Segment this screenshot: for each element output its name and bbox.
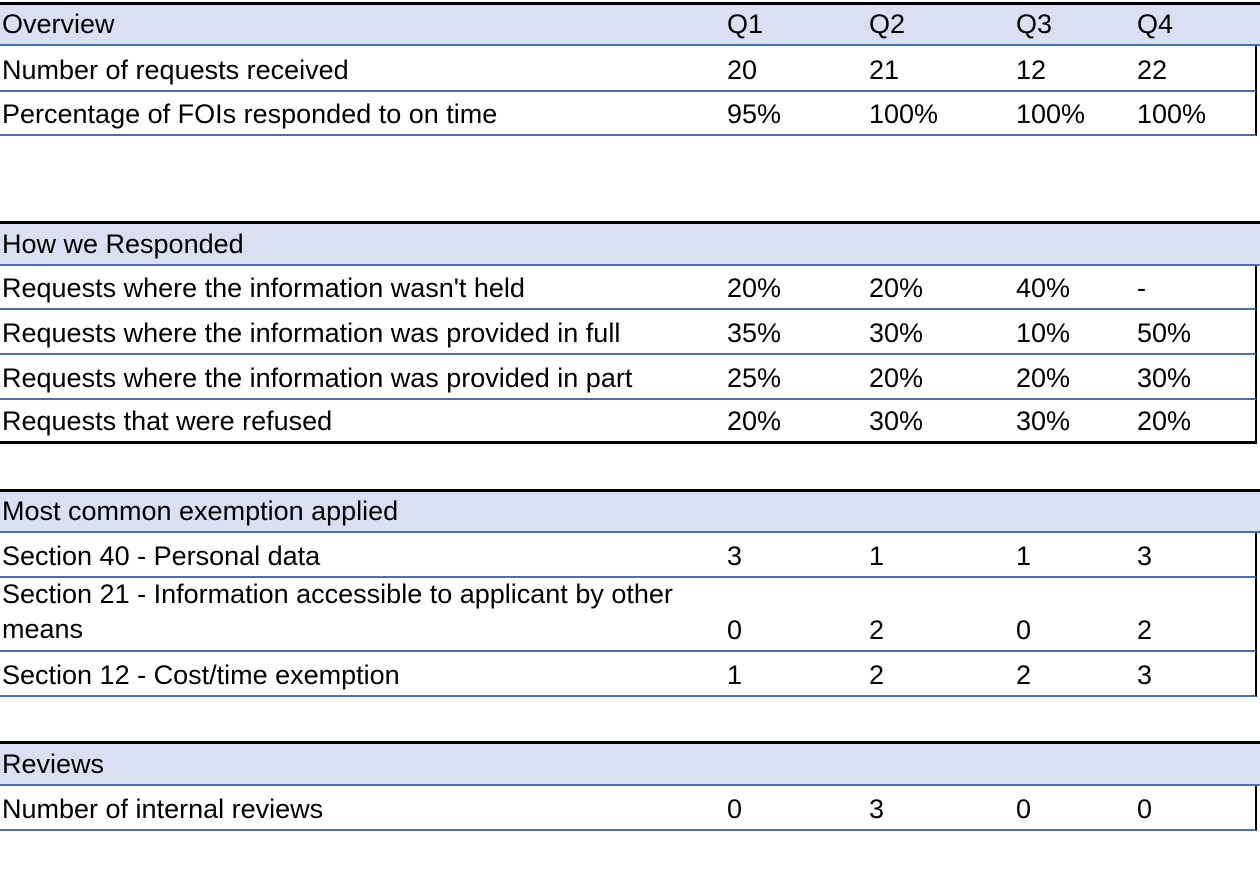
cell-value: 21 (869, 55, 900, 85)
section-header: Most common exemption applied (0, 489, 1260, 533)
cell-value: 0 (1016, 615, 1032, 645)
cell-value: 0 (727, 794, 743, 824)
cell-value: 30% (869, 318, 924, 348)
cell-value: 20% (869, 273, 924, 303)
cell-value: 2 (869, 615, 885, 645)
cell-value: 3 (1137, 660, 1153, 690)
column-header: Q2 (869, 9, 906, 39)
table-row: Section 40 - Personal data 3 1 1 3 (0, 533, 1257, 578)
cell-value: 20% (869, 363, 924, 393)
table-row: Requests where the information was provi… (0, 310, 1257, 355)
cell-value: 1 (1016, 541, 1032, 571)
cell-value: 1 (727, 660, 743, 690)
cell-value: 35% (727, 318, 782, 348)
cell-value: 1 (869, 541, 885, 571)
section-header: Reviews (0, 741, 1260, 786)
row-label: Section 12 - Cost/time exemption (2, 660, 400, 690)
cell-value: 3 (1137, 541, 1153, 571)
column-header: Q4 (1137, 9, 1174, 39)
cell-value: 20% (727, 273, 782, 303)
cell-value: 20 (727, 55, 758, 85)
column-header: Q1 (727, 9, 764, 39)
cell-value: 100% (1016, 99, 1086, 129)
cell-value: 2 (1137, 615, 1153, 645)
cell-value: 12 (1016, 55, 1047, 85)
section-title: Most common exemption applied (2, 496, 399, 526)
row-label: Requests where the information was provi… (2, 363, 633, 393)
section-title: Overview (2, 9, 115, 39)
table-row: Section 12 - Cost/time exemption 1 2 2 3 (0, 652, 1257, 697)
table-row: Requests where the information wasn't he… (0, 266, 1257, 310)
section-header: Overview Q1 Q2 Q3 Q4 (0, 2, 1260, 46)
section-title: How we Responded (2, 229, 244, 259)
cell-value: 0 (727, 615, 743, 645)
row-label: Requests that were refused (2, 406, 333, 436)
table-row: Percentage of FOIs responded to on time 9… (0, 92, 1257, 136)
cell-value: 25% (727, 363, 782, 393)
column-header: Q3 (1016, 9, 1053, 39)
cell-value: 100% (1137, 99, 1207, 129)
row-label: Requests where the information wasn't he… (2, 273, 525, 303)
table-row: Number of requests received 20 21 12 22 (0, 46, 1257, 92)
cell-value: 50% (1137, 318, 1192, 348)
row-label: Percentage of FOIs responded to on time (2, 99, 498, 129)
cell-value: 20% (1016, 363, 1071, 393)
cell-value: 0 (1016, 794, 1032, 824)
cell-value: 100% (869, 99, 939, 129)
cell-value: 3 (869, 794, 885, 824)
table-row: Requests that were refused 20% 30% 30% 20% (0, 400, 1257, 444)
cell-value: 30% (869, 406, 924, 436)
section-title: Reviews (2, 749, 105, 779)
row-label: Requests where the information was provi… (2, 318, 621, 348)
cell-value: 30% (1016, 406, 1071, 436)
cell-value: 22 (1137, 55, 1168, 85)
table-row: Section 21 - Information accessible to a… (0, 578, 1257, 652)
cell-value: 0 (1137, 794, 1153, 824)
row-label: Number of internal reviews (2, 794, 324, 824)
cell-value: 3 (727, 541, 743, 571)
row-label: Section 40 - Personal data (2, 541, 321, 571)
row-label: Number of requests received (2, 55, 349, 85)
table-row: Requests where the information was provi… (0, 355, 1257, 400)
section-header: How we Responded (0, 221, 1260, 266)
cell-value: 2 (1016, 660, 1032, 690)
cell-value: 20% (727, 406, 782, 436)
cell-value: - (1137, 273, 1146, 303)
cell-value: 40% (1016, 273, 1071, 303)
cell-value: 95% (727, 99, 782, 129)
cell-value: 10% (1016, 318, 1071, 348)
table-row: Number of internal reviews 0 3 0 0 (0, 786, 1257, 831)
cell-value: 20% (1137, 406, 1192, 436)
row-label: Section 21 - Information accessible to a… (2, 579, 673, 644)
cell-value: 2 (869, 660, 885, 690)
cell-value: 30% (1137, 363, 1192, 393)
